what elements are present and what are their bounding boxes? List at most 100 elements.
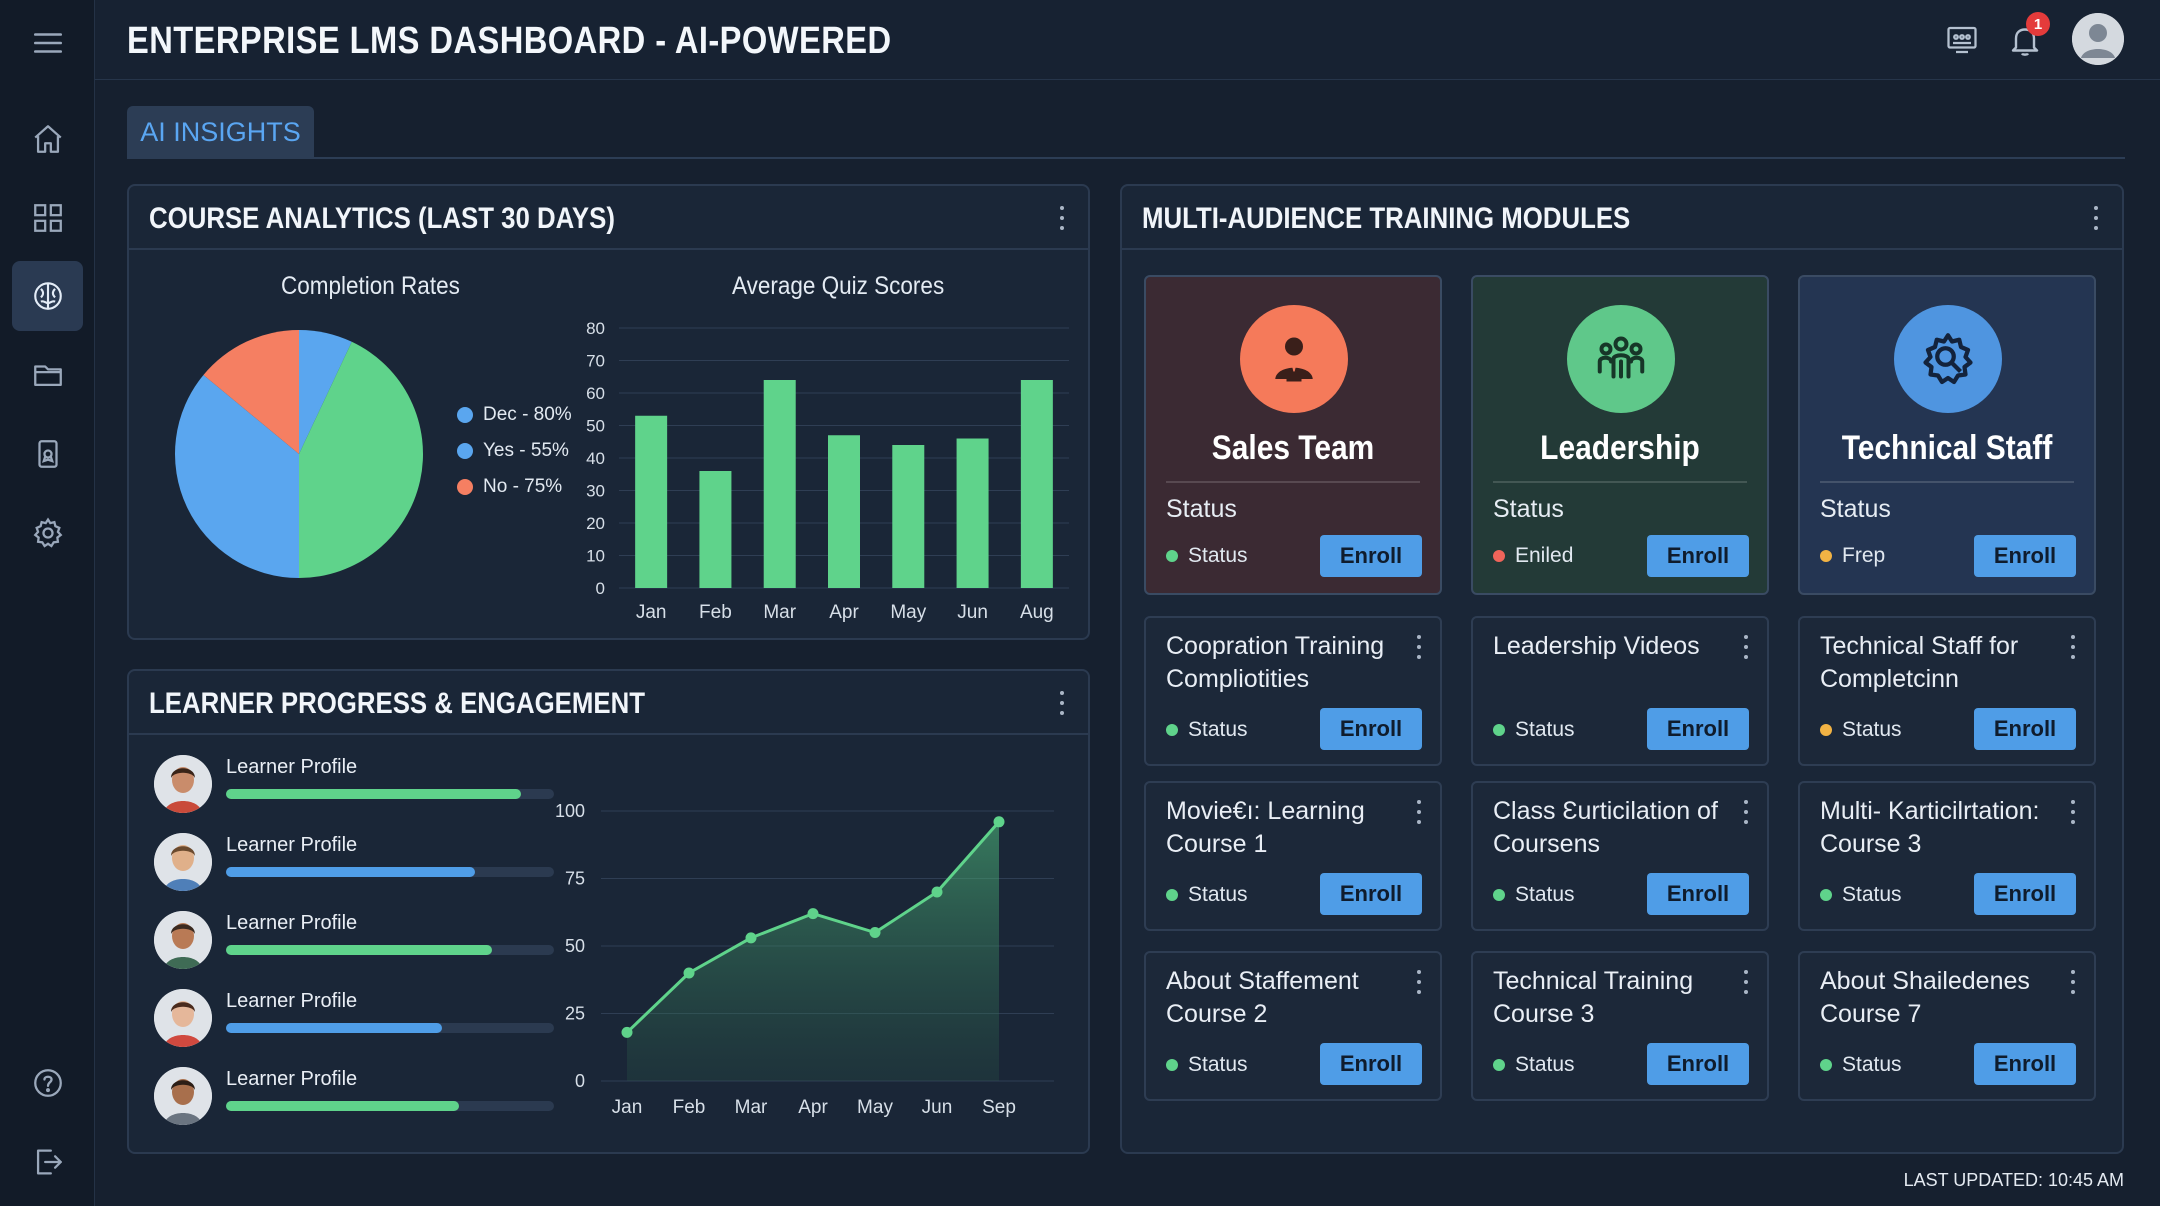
panel-title: MULTI-AUDIENCE TRAINING MODULES (1142, 202, 1631, 235)
status-text: Status (1188, 718, 1248, 741)
more-options-icon[interactable] (1055, 203, 1069, 233)
tab-ai-insights[interactable]: AI INSIGHTS (127, 106, 314, 158)
status-indicator: Status (1493, 883, 1575, 907)
divider (1493, 481, 1747, 483)
brain-icon (33, 282, 62, 310)
course-card[interactable]: Technical Staff for Completcinn Status Enr… (1798, 616, 2096, 766)
learner-name: Learner Profile (226, 912, 358, 934)
more-options-icon[interactable] (1412, 797, 1426, 827)
enroll-button[interactable]: Enroll (1647, 708, 1749, 750)
status-indicator: Status (1820, 883, 1902, 907)
quiz-scores-bar-chart: 0 10 20 30 40 50 60 70 80 Jan Feb Mar Apr May Jun Aug (586, 319, 1069, 623)
page-title: ENTERPRISE LMS DASHBOARD - AI-POWERED (127, 20, 892, 62)
course-card[interactable]: Coopration Training Compliotities Status E… (1144, 616, 1442, 766)
more-options-icon[interactable] (2066, 632, 2080, 662)
more-options-icon[interactable] (1739, 632, 1753, 662)
notifications-button[interactable] (2003, 18, 2047, 62)
gear-wrench-icon (1894, 305, 2002, 413)
course-card[interactable]: Class Ɛurticilation of Coursens Status Enr… (1471, 781, 1769, 931)
learner-row[interactable]: Learner Profile (152, 989, 572, 1049)
x-tick-label: Mar (763, 602, 796, 623)
pie-slice (203, 330, 299, 454)
x-tick-label: May (857, 1097, 893, 1118)
sidebar-item-home[interactable] (12, 104, 83, 174)
y-tick-label: 60 (586, 384, 605, 403)
course-card[interactable]: Leadership Videos Status Enroll (1471, 616, 1769, 766)
course-title: About Shailedenes Course 7 (1820, 967, 2030, 1028)
x-tick-label: Feb (699, 602, 732, 623)
progress-fill (226, 1023, 443, 1033)
status-indicator: Status (1820, 718, 1902, 742)
course-card[interactable]: Technical Training Course 3 Status Enroll (1471, 951, 1769, 1101)
y-tick-label: 75 (565, 869, 585, 889)
enroll-button[interactable]: Enroll (1320, 708, 1422, 750)
x-tick-label: Mar (735, 1097, 768, 1118)
enroll-button[interactable]: Enroll (1974, 535, 2076, 577)
learner-progress-panel: LEARNER PROGRESS & ENGAGEMENT 0 25 50 75 100… (127, 669, 1090, 1154)
status-dot (1166, 724, 1178, 736)
more-options-icon[interactable] (1412, 967, 1426, 997)
more-options-icon[interactable] (2066, 967, 2080, 997)
enroll-button[interactable]: Enroll (1647, 873, 1749, 915)
status-dot (1166, 889, 1178, 901)
bar (828, 435, 860, 588)
audience-card[interactable]: Sales Team Status Status Enroll (1144, 275, 1442, 595)
top-header: ENTERPRISE LMS DASHBOARD - AI-POWERED (95, 0, 2160, 80)
user-avatar[interactable] (2072, 13, 2124, 65)
enroll-button[interactable]: Enroll (1974, 1043, 2076, 1085)
more-options-icon[interactable] (1739, 967, 1753, 997)
bar (699, 471, 732, 588)
learner-name: Learner Profile (226, 1068, 358, 1090)
learner-row[interactable]: Learner Profile (152, 833, 572, 893)
progress-track (226, 789, 554, 799)
status-dot (1820, 724, 1832, 736)
sidebar-item-logout[interactable] (12, 1127, 83, 1197)
course-title: Technical Training Course 3 (1493, 967, 1694, 1028)
bell-icon (2011, 28, 2039, 56)
course-card[interactable]: About Staffement Course 2 Status Enroll (1144, 951, 1442, 1101)
status-dot (1493, 1059, 1505, 1071)
enroll-button[interactable]: Enroll (1320, 873, 1422, 915)
learner-row[interactable]: Learner Profile (152, 1067, 572, 1127)
learner-row[interactable]: Learner Profile (152, 911, 572, 971)
status-indicator: Status (1166, 883, 1248, 907)
course-card[interactable]: Movie€ı: Learning Course 1 Status Enroll (1144, 781, 1442, 931)
x-tick-label: Apr (798, 1097, 828, 1118)
panel-header: MULTI-AUDIENCE TRAINING MODULES (1122, 186, 2122, 250)
sidebar-item-help[interactable] (12, 1048, 83, 1118)
sidebar-item-files[interactable] (12, 340, 83, 410)
status-dot (1820, 889, 1832, 901)
more-options-icon[interactable] (2089, 203, 2103, 233)
enroll-button[interactable]: Enroll (1974, 873, 2076, 915)
enroll-button[interactable]: Enroll (1320, 1043, 1422, 1085)
course-card[interactable]: About Shailedenes Course 7 Status Enroll (1798, 951, 2096, 1101)
enroll-button[interactable]: Enroll (1320, 535, 1422, 577)
sidebar-item-dashboard[interactable] (12, 183, 83, 253)
sidebar-item-certificates[interactable] (12, 419, 83, 489)
sidebar-item-ai-insights[interactable] (12, 261, 83, 331)
more-options-icon[interactable] (1055, 688, 1069, 718)
audience-card[interactable]: Technical Staff Status Frep Enroll (1798, 275, 2096, 595)
learner-row[interactable]: Learner Profile (152, 755, 572, 815)
learner-avatar (154, 755, 212, 813)
menu-button[interactable] (12, 8, 83, 78)
legend-swatch (457, 479, 473, 495)
more-options-icon[interactable] (1739, 797, 1753, 827)
folder-icon (33, 365, 62, 387)
help-icon (33, 1069, 62, 1097)
more-options-icon[interactable] (1412, 632, 1426, 662)
more-options-icon[interactable] (2066, 797, 2080, 827)
grid-icon (33, 204, 62, 232)
enroll-button[interactable]: Enroll (1647, 535, 1749, 577)
audience-card[interactable]: Leadership Status Eniled Enroll (1471, 275, 1769, 595)
divider (1166, 481, 1420, 483)
course-card[interactable]: Multi- Karticilrtation: Course 3 Status En… (1798, 781, 2096, 931)
status-text: Status (1515, 1053, 1575, 1076)
sidebar (0, 0, 95, 1206)
sidebar-item-settings[interactable] (12, 498, 83, 568)
bar (763, 380, 796, 588)
presentation-button[interactable] (1940, 18, 1984, 62)
gear-icon (33, 517, 62, 548)
enroll-button[interactable]: Enroll (1974, 708, 2076, 750)
enroll-button[interactable]: Enroll (1647, 1043, 1749, 1085)
